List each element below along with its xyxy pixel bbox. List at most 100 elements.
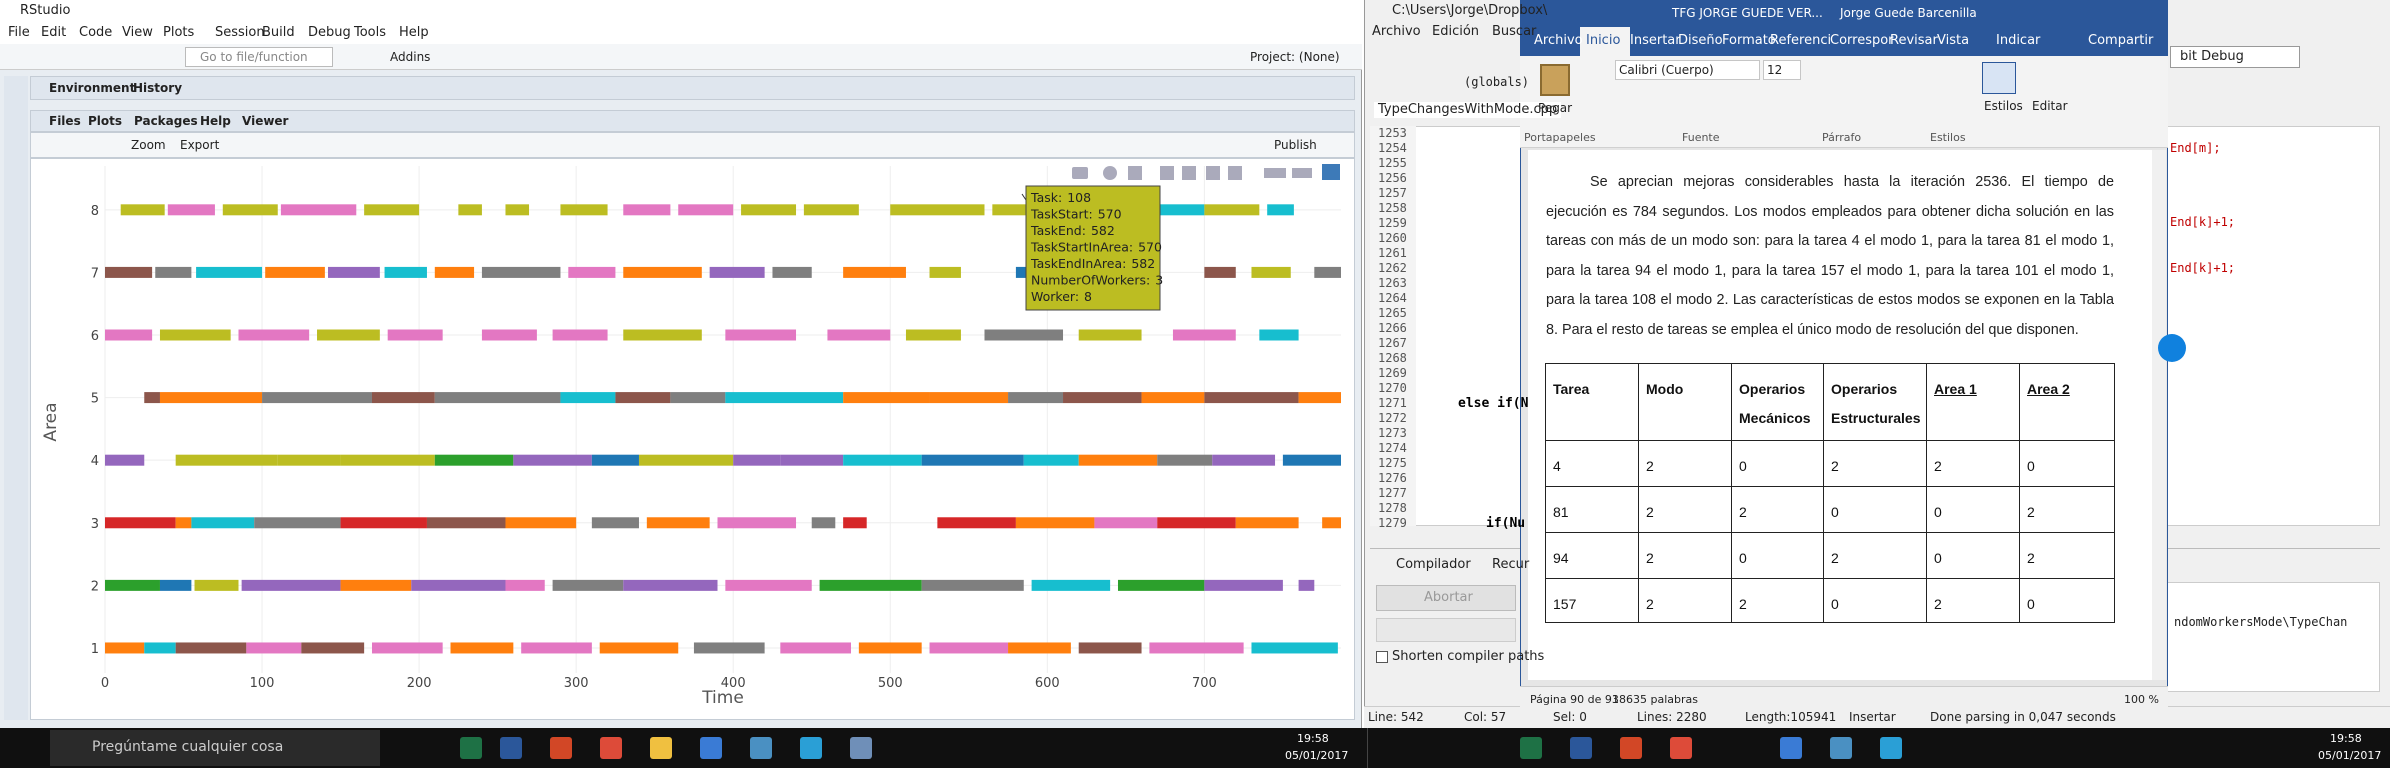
goto-box[interactable] [185, 47, 333, 67]
task-bar [364, 204, 420, 216]
pane-tab[interactable]: Plots [88, 114, 123, 128]
menu-item[interactable]: Edición [1432, 24, 1480, 39]
styles-icon[interactable] [1982, 62, 2016, 94]
spike-icon[interactable] [1264, 168, 1286, 178]
ribbon-tab[interactable]: Insertar [1630, 33, 1681, 48]
line-number: 1265 [1378, 306, 1407, 320]
checkbox[interactable] [1376, 651, 1388, 663]
taskbar-icon[interactable] [1880, 737, 1902, 759]
pane-tab[interactable]: History [133, 81, 183, 95]
search-placeholder[interactable]: Pregúntame cualquier cosa [92, 739, 284, 755]
pane-tab[interactable]: Files [49, 114, 81, 128]
taskbar-icon[interactable] [850, 737, 872, 759]
search-box[interactable] [50, 730, 380, 766]
taskbar-icon[interactable] [1620, 737, 1642, 759]
goto-box-text[interactable]: Go to file/function [200, 50, 308, 64]
taskbar-icon[interactable] [700, 737, 722, 759]
taskbar [0, 728, 2390, 768]
menu-item[interactable]: Edit [41, 25, 67, 40]
menu-item[interactable]: Session [215, 25, 265, 40]
task-bar [513, 454, 592, 466]
hover-icon[interactable] [1292, 168, 1312, 178]
pane-tab[interactable]: Help [200, 114, 231, 128]
taskbar-icon[interactable] [800, 737, 822, 759]
zoom-icon[interactable] [1103, 166, 1117, 180]
taskbar-icon[interactable] [1830, 737, 1852, 759]
word-active-tab[interactable] [1580, 27, 1630, 56]
pane-tab[interactable]: Viewer [242, 114, 289, 128]
project-button[interactable]: Project: (None) [1250, 50, 1340, 64]
line-number: 1267 [1378, 336, 1407, 350]
taskbar-icon[interactable] [1670, 737, 1692, 759]
table-cell-text: 2 [1646, 458, 1654, 474]
menu-item[interactable]: Build [262, 25, 295, 40]
zoom-in-icon[interactable] [1160, 166, 1174, 180]
share-button[interactable]: Compartir [2088, 33, 2154, 48]
menu-item[interactable]: Buscar [1492, 24, 1537, 39]
taskbar-icon[interactable] [460, 737, 482, 759]
styles-button[interactable]: Estilos [1984, 99, 2023, 113]
paste-button[interactable]: Pegar [1538, 101, 1573, 115]
ribbon-tab[interactable]: Revisar [1890, 33, 1938, 48]
font-combo[interactable] [1615, 60, 1760, 80]
zoom-button[interactable]: Zoom [131, 138, 166, 152]
taskbar-icon[interactable] [1520, 737, 1542, 759]
menu-item[interactable]: Help [399, 25, 429, 40]
taskbar-icon[interactable] [1570, 737, 1592, 759]
tooltip-value: 3 [1155, 273, 1163, 288]
ribbon-tab[interactable]: Archivo [1534, 33, 1583, 48]
menu-item[interactable]: Archivo [1372, 24, 1421, 39]
taskbar-icon[interactable] [500, 737, 522, 759]
abort-button[interactable] [1376, 585, 1516, 611]
menu-item[interactable]: Plots [163, 25, 195, 40]
export-button[interactable]: Export [180, 138, 220, 152]
editor-build-combo[interactable] [2170, 46, 2300, 68]
edit-button[interactable]: Editar [2032, 99, 2068, 113]
ribbon-tab[interactable]: Referenci [1770, 33, 1832, 48]
taskbar-icon[interactable] [750, 737, 772, 759]
task-bar [623, 329, 702, 341]
menu-item[interactable]: View [122, 25, 153, 40]
modebar[interactable] [1072, 164, 1340, 180]
dropbox-badge[interactable] [2158, 334, 2186, 362]
left-sidebar [4, 76, 28, 720]
tell-me[interactable]: Indicar [1996, 33, 2041, 48]
line-number: 1268 [1378, 351, 1407, 365]
line-number: 1277 [1378, 486, 1407, 500]
size-combo[interactable] [1763, 60, 1801, 80]
task-bar [521, 642, 592, 654]
ribbon-tab[interactable]: Diseño [1678, 33, 1723, 48]
pane-tab[interactable]: Packages [134, 114, 198, 128]
font-name[interactable]: Calibri (Cuerpo) [1619, 63, 1714, 77]
autoscale-icon[interactable] [1206, 166, 1220, 180]
taskbar-icon[interactable] [1780, 737, 1802, 759]
taskbar-icon[interactable] [600, 737, 622, 759]
pan-icon[interactable] [1128, 166, 1142, 180]
ribbon-tab[interactable]: Correspor [1830, 33, 1894, 48]
menu-item[interactable]: Code [79, 25, 113, 40]
camera-icon[interactable] [1072, 167, 1088, 179]
reset-icon[interactable] [1228, 166, 1242, 180]
group-label: Estilos [1930, 131, 1966, 144]
panel-tab[interactable]: Recur [1492, 557, 1530, 572]
addins-button[interactable]: Addins [390, 50, 431, 64]
pane-tab[interactable]: Environment [49, 81, 136, 95]
tooltip-value: 8 [1084, 289, 1092, 304]
menu-item[interactable]: File [8, 25, 30, 40]
plotly-logo[interactable] [1322, 164, 1340, 180]
taskbar-icon[interactable] [550, 737, 572, 759]
file-tab[interactable]: TypeChangesWithMode.cpp [1374, 102, 1562, 118]
zoom-out-icon[interactable] [1182, 166, 1196, 180]
paragraph: Se aprecian mejoras considerables hasta … [1546, 174, 2114, 338]
ribbon-tab[interactable]: Formato [1722, 33, 1776, 48]
panel-tab[interactable]: Compilador [1396, 557, 1471, 572]
publish-button[interactable]: Publish [1274, 138, 1317, 152]
ribbon-tab[interactable]: Vista [1937, 33, 1970, 48]
taskbar-icon[interactable] [650, 737, 672, 759]
paste-icon[interactable] [1540, 64, 1570, 96]
menu-item[interactable]: Tools [354, 25, 387, 40]
table-header: Operarios Estructurales [1831, 381, 1921, 426]
menu-item[interactable]: Debug [308, 25, 351, 40]
ribbon-tab[interactable]: Inicio [1586, 33, 1621, 48]
font-size[interactable]: 12 [1767, 63, 1783, 77]
